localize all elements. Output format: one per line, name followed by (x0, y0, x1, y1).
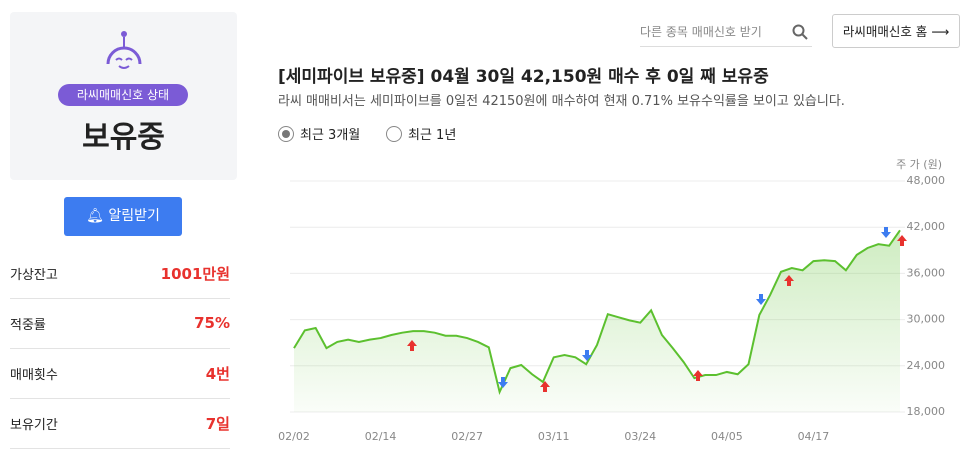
radio-label: 최근 1년 (408, 128, 457, 143)
buy-marker (407, 340, 417, 351)
stat-row: 보유기간 7일 (10, 398, 230, 449)
radio-circle (386, 125, 402, 142)
y-tick-label: 24,000 (907, 359, 946, 372)
stat-value: 75% (194, 314, 230, 332)
alert-label: 알림받기 (108, 208, 160, 224)
home-button[interactable]: 라씨매매신호 홈 ⟶ (832, 14, 960, 48)
buy-marker (784, 275, 794, 286)
y-tick-label: 30,000 (907, 313, 946, 326)
buy-marker (540, 381, 550, 392)
period-radio[interactable]: 최근 3개월 (278, 124, 360, 143)
stat-row: 가상잔고 1001만원 (10, 248, 230, 299)
search-box[interactable]: 다른 종목 매매신호 받기 (640, 18, 812, 47)
stat-value: 4번 (205, 364, 230, 383)
period-radio[interactable]: 최근 1년 (386, 124, 456, 143)
radio-label: 최근 3개월 (300, 128, 361, 143)
search-placeholder: 다른 종목 매매신호 받기 (640, 25, 762, 39)
status-text: 보유중 (82, 120, 165, 155)
buy-marker (693, 370, 703, 381)
stat-value: 1001만원 (160, 264, 230, 283)
stat-label: 보유기간 (10, 417, 58, 433)
stat-label: 적중률 (10, 317, 46, 333)
x-tick-label: 03/11 (538, 430, 570, 443)
sell-marker (498, 377, 508, 388)
radio-dot (282, 129, 290, 138)
stat-value: 7일 (205, 414, 230, 433)
stat-label: 매매횟수 (10, 367, 58, 383)
signal-description: 라씨 매매비서는 세미파이브를 0일전 42150원에 매수하여 현재 0.71… (278, 94, 845, 109)
alert-button[interactable]: 🔔︎ 알림받기 (64, 197, 182, 236)
x-tick-label: 02/14 (365, 430, 397, 443)
search-icon (792, 24, 808, 40)
stat-label: 가상잔고 (10, 267, 58, 283)
y-axis-label: 주 가 (원) (896, 158, 942, 171)
y-tick-label: 48,000 (907, 174, 946, 187)
bell-icon: 🔔︎ (86, 208, 109, 224)
sell-marker (881, 227, 891, 238)
area-fill (294, 230, 900, 412)
y-tick-label: 18,000 (907, 405, 946, 418)
x-tick-label: 04/05 (711, 430, 743, 443)
signal-title: [세미파이브 보유중] 04월 30일 42,150원 매수 후 0일 째 보유… (278, 67, 769, 87)
y-tick-label: 36,000 (907, 266, 946, 279)
x-tick-label: 02/27 (451, 430, 483, 443)
x-tick-label: 03/24 (624, 430, 656, 443)
price-line (293, 229, 901, 396)
x-tick-label: 04/17 (798, 430, 830, 443)
radio-circle (278, 125, 294, 142)
buy-marker (897, 235, 907, 246)
signal-markers (407, 227, 907, 392)
status-badge: 라씨매매신호 상태 (58, 84, 188, 106)
sell-marker (582, 350, 592, 361)
x-tick-label: 02/02 (278, 430, 310, 443)
y-tick-label: 42,000 (907, 220, 946, 233)
stat-row: 적중률 75% (10, 298, 230, 349)
stat-row: 매매횟수 4번 (10, 348, 230, 399)
robot-icon (106, 31, 142, 69)
sell-marker (756, 294, 766, 305)
